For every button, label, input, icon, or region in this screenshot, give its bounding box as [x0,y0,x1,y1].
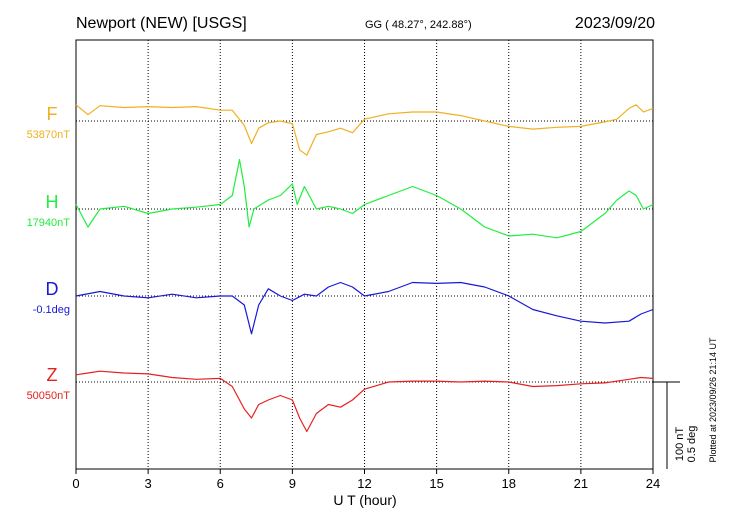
x-tick-label: 6 [217,476,224,491]
x-tick-label: 21 [574,476,588,491]
x-tick-label: 24 [646,476,660,491]
x-tick-label: 3 [145,476,152,491]
plot-frame [75,39,654,470]
x-ticks: 0 3 6 9 12 15 18 21 24 [72,469,660,491]
trace-h [75,158,654,239]
x-tick-label: 18 [502,476,516,491]
x-axis-label: U T (hour) [333,492,396,508]
x-tick-label: 15 [429,476,443,491]
x-tick-label: 12 [357,476,371,491]
trace-d [75,281,654,335]
trace-f [75,104,654,156]
series-baseline-d: -0.1deg [33,304,70,316]
scale-nt-label: 100 nT [674,427,686,462]
coordinates-label: GG ( 48.27°, 242.88°) [365,19,472,31]
x-tick-label: 9 [289,476,296,491]
series-name-f: F [47,104,58,124]
series-labels: F 53870nT H 17940nT D -0.1deg Z 50050nT [27,104,71,402]
traces [75,104,654,433]
vertical-gridlines [147,40,582,469]
x-tick-label: 0 [72,476,79,491]
series-baseline-f: 53870nT [27,129,71,141]
plotted-at-label: Plotted at 2023/09/26 21:14 UT [708,337,718,463]
baselines [76,120,653,383]
date-label: 2023/09/20 [575,15,655,32]
station-title: Newport (NEW) [USGS] [76,15,247,32]
series-baseline-h: 17940nT [27,217,71,229]
series-baseline-z: 50050nT [27,390,71,402]
scale-deg-label: 0.5 deg [686,426,698,463]
series-name-d: D [46,279,59,299]
trace-z [75,370,654,433]
series-name-z: Z [47,365,58,385]
series-name-h: H [46,192,59,212]
